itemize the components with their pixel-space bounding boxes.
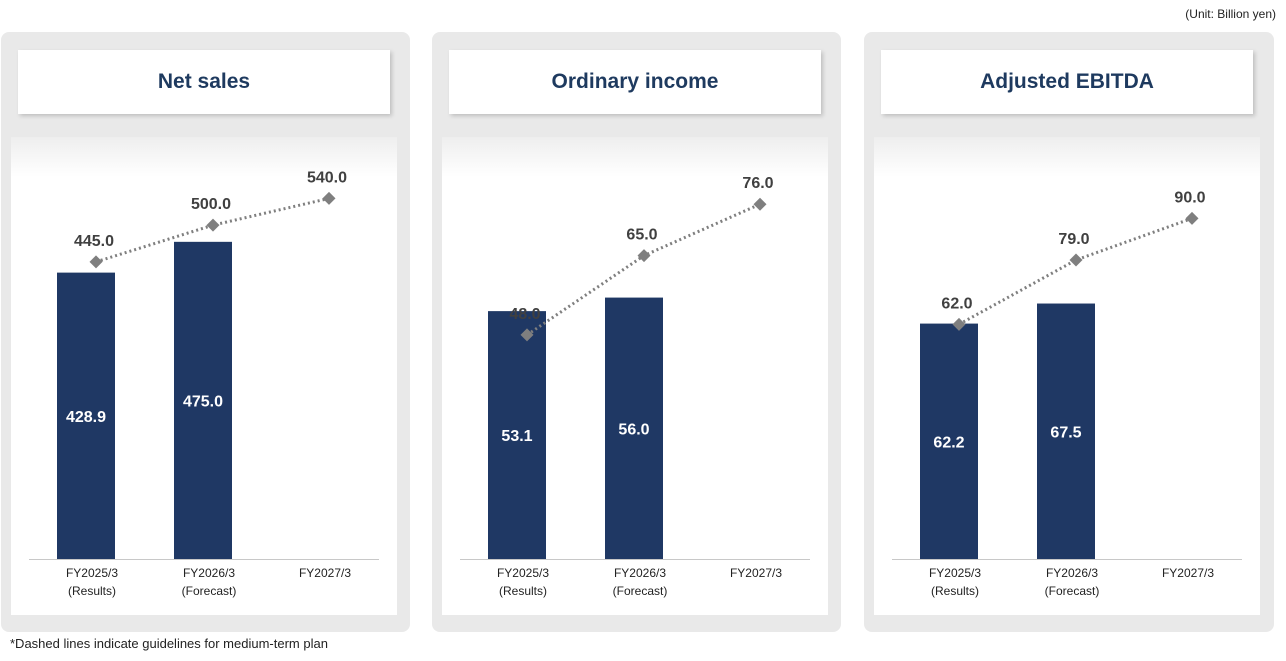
category-label: FY2027/3 bbox=[299, 566, 351, 580]
bar bbox=[605, 297, 663, 559]
bar-value-label: 428.9 bbox=[66, 409, 106, 426]
net-sales-title-box: Net sales bbox=[18, 50, 390, 114]
category-label: FY2026/3 bbox=[614, 566, 666, 580]
guideline-marker bbox=[89, 255, 103, 269]
guideline-value-label: 90.0 bbox=[1174, 189, 1205, 206]
bar-value-label: 62.2 bbox=[933, 434, 964, 451]
guideline-value-label: 445.0 bbox=[74, 233, 114, 250]
chart-title: Net sales bbox=[157, 70, 251, 93]
unit-label: (Unit: Billion yen) bbox=[1185, 7, 1276, 21]
guideline-marker bbox=[520, 328, 534, 342]
bar bbox=[488, 311, 546, 559]
bar-value-label: 475.0 bbox=[183, 393, 223, 410]
chart-title: Ordinary income bbox=[551, 70, 719, 93]
category-label: FY2026/3 bbox=[1046, 566, 1098, 580]
footnote: *Dashed lines indicate guidelines for me… bbox=[10, 636, 328, 651]
guideline-value-label: 48.0 bbox=[509, 306, 540, 323]
bar-value-label: 67.5 bbox=[1050, 424, 1081, 441]
category-label: FY2025/3 bbox=[66, 566, 118, 580]
category-label: FY2027/3 bbox=[730, 566, 782, 580]
net-sales-panel: Net sales 428.9 475.0 445.0 500.0 540.0 FY202… bbox=[1, 32, 410, 632]
guideline-marker bbox=[753, 197, 767, 211]
bar bbox=[57, 272, 115, 559]
category-label: (Results) bbox=[931, 584, 979, 598]
bar-value-label: 53.1 bbox=[501, 428, 532, 445]
net-sales-chart: 428.9 475.0 445.0 500.0 540.0 FY2025/3 (Result… bbox=[29, 169, 379, 598]
guideline-marker bbox=[322, 191, 336, 205]
guideline-value-label: 540.0 bbox=[307, 169, 347, 186]
guideline-value-label: 500.0 bbox=[191, 196, 231, 213]
adjusted-ebitda-chart: 62.2 67.5 62.0 79.0 90.0 FY2025/3 (Results) FY2… bbox=[892, 189, 1242, 598]
category-label: (Results) bbox=[499, 584, 547, 598]
category-label: (Results) bbox=[68, 584, 116, 598]
ordinary-income-title-box: Ordinary income bbox=[449, 50, 821, 114]
bar bbox=[174, 241, 232, 559]
ordinary-income-chart: 53.1 56.0 48.0 65.0 76.0 FY2025/3 (Results) FY2… bbox=[460, 175, 810, 598]
adjusted-ebitda-title-box: Adjusted EBITDA bbox=[881, 50, 1253, 114]
adjusted-ebitda-plot: 62.2 67.5 62.0 79.0 90.0 FY2025/3 (Results) FY2… bbox=[874, 137, 1260, 615]
guideline-line bbox=[958, 216, 1193, 326]
net-sales-plot: 428.9 475.0 445.0 500.0 540.0 FY2025/3 (Result… bbox=[11, 137, 397, 615]
category-label: (Forecast) bbox=[613, 584, 668, 598]
guideline-line bbox=[95, 196, 330, 264]
chart-title: Adjusted EBITDA bbox=[980, 70, 1154, 93]
bar bbox=[1037, 303, 1095, 559]
category-label: (Forecast) bbox=[1045, 584, 1100, 598]
guideline-value-label: 65.0 bbox=[626, 227, 657, 244]
adjusted-ebitda-panel: Adjusted EBITDA 62.2 67.5 62.0 79.0 90.0 FY20… bbox=[864, 32, 1274, 632]
guideline-marker bbox=[206, 218, 220, 232]
guideline-value-label: 62.0 bbox=[941, 295, 972, 312]
guideline-marker bbox=[1069, 253, 1083, 267]
guideline-value-label: 79.0 bbox=[1058, 231, 1089, 248]
category-label: FY2025/3 bbox=[929, 566, 981, 580]
category-label: FY2027/3 bbox=[1162, 566, 1214, 580]
guideline-marker bbox=[1185, 211, 1199, 225]
ordinary-income-plot: 53.1 56.0 48.0 65.0 76.0 FY2025/3 (Results) FY2… bbox=[442, 137, 828, 615]
category-label: FY2026/3 bbox=[183, 566, 235, 580]
category-label: FY2025/3 bbox=[497, 566, 549, 580]
bar-value-label: 56.0 bbox=[618, 421, 649, 438]
category-label: (Forecast) bbox=[182, 584, 237, 598]
bar bbox=[920, 323, 978, 559]
ordinary-income-panel: Ordinary income 53.1 56.0 48.0 65.0 76.0 FY20… bbox=[432, 32, 841, 632]
guideline-marker bbox=[952, 317, 966, 331]
guideline-marker bbox=[637, 249, 651, 263]
guideline-value-label: 76.0 bbox=[742, 175, 773, 192]
